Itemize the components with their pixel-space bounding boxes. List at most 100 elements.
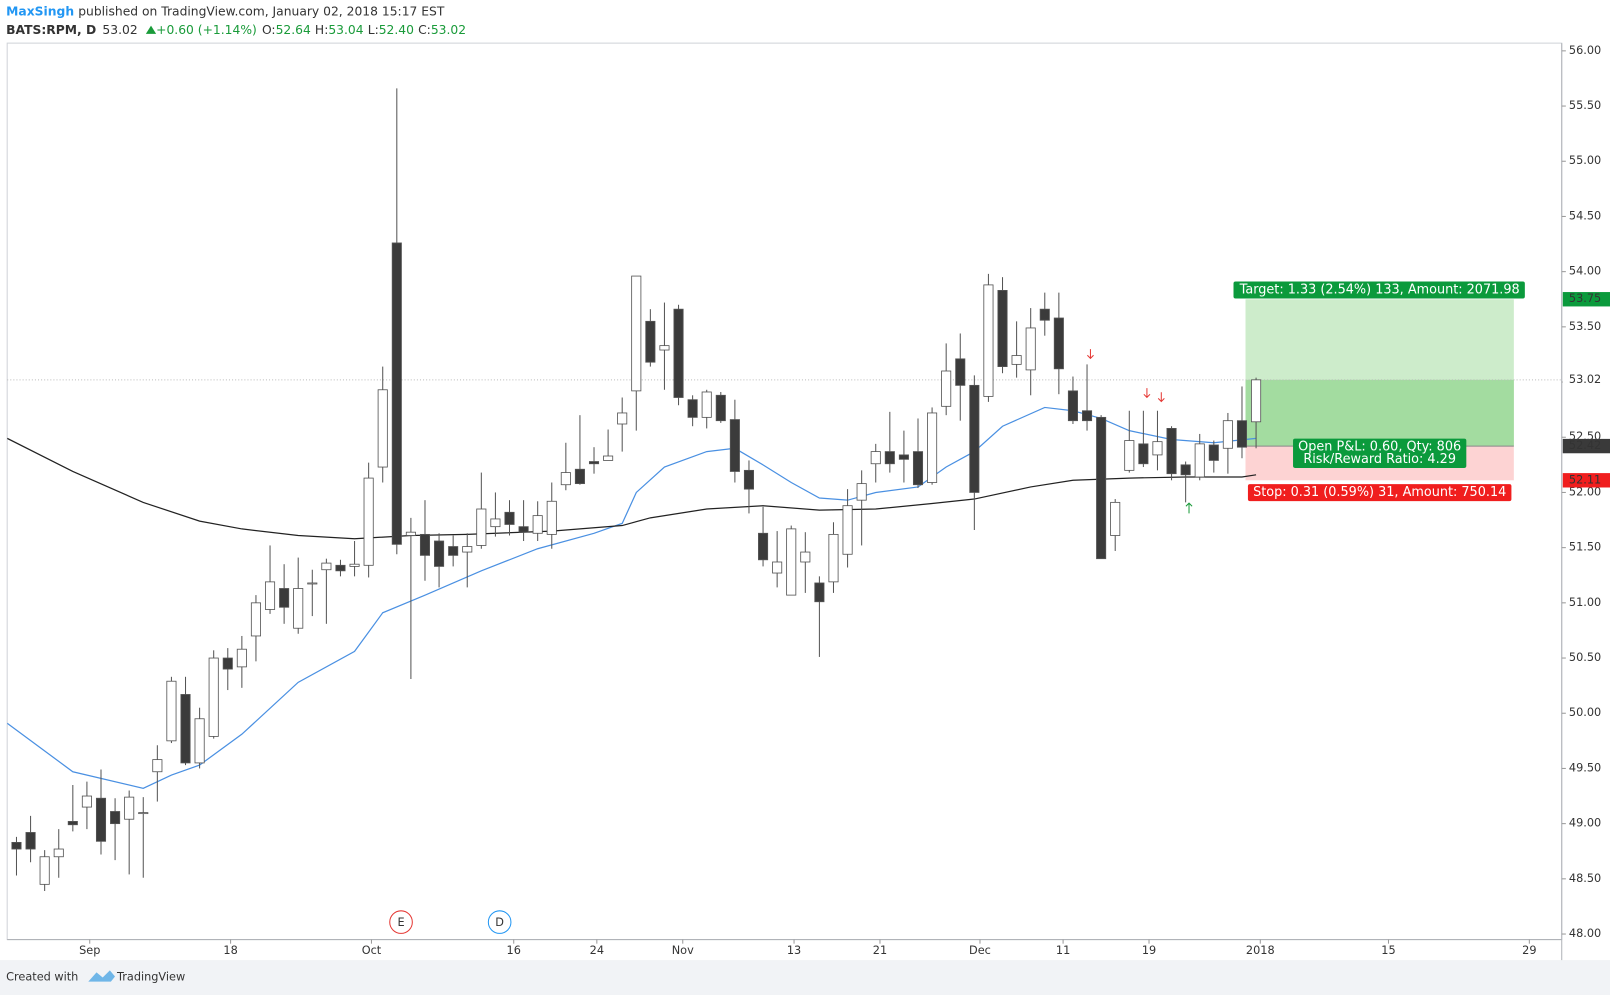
ohlc-value: 53.02 bbox=[431, 22, 466, 36]
candle-body bbox=[1096, 416, 1107, 560]
candle-body bbox=[1067, 390, 1078, 422]
ohlc-key: L: bbox=[368, 22, 379, 36]
candle-body bbox=[25, 832, 36, 850]
pnl-label: Open P&L: 0.60, Qty: 806 bbox=[1298, 440, 1461, 455]
tradingview-logo bbox=[88, 970, 115, 982]
candle-body bbox=[1222, 420, 1233, 449]
candle-body bbox=[152, 759, 163, 773]
candle-body bbox=[208, 657, 219, 737]
signal-arrows-down bbox=[1087, 349, 1165, 403]
ohlc-key: O: bbox=[262, 22, 276, 36]
candle-body bbox=[279, 588, 290, 608]
candle-body bbox=[1110, 501, 1121, 536]
candle-body bbox=[180, 694, 191, 764]
candle-body bbox=[969, 384, 980, 493]
author: MaxSingh bbox=[6, 4, 74, 18]
event-label: E bbox=[397, 916, 404, 929]
candle-body bbox=[265, 581, 276, 610]
y-tick-label: 49.50 bbox=[1569, 761, 1601, 774]
candle-body bbox=[110, 811, 121, 825]
stop-label-box bbox=[1247, 484, 1512, 502]
open-pnl-zone bbox=[1245, 379, 1514, 447]
candle-body bbox=[673, 308, 684, 398]
candle-body bbox=[814, 582, 825, 603]
ratio-label: Risk/Reward Ratio: 4.29 bbox=[1303, 452, 1456, 467]
x-tick-label: 2018 bbox=[1246, 944, 1275, 957]
candle-body bbox=[884, 451, 895, 465]
candle-body bbox=[81, 795, 92, 808]
y-tick-label: 48.00 bbox=[1569, 927, 1601, 940]
candle-body bbox=[1082, 410, 1093, 422]
candle-body bbox=[715, 394, 726, 422]
candle-body bbox=[95, 797, 107, 842]
candle-body bbox=[194, 718, 205, 764]
candle-body bbox=[321, 562, 332, 571]
candle-body bbox=[758, 532, 769, 561]
ohlc-key: H: bbox=[315, 22, 328, 36]
footer-brand: TradingView bbox=[116, 971, 185, 984]
candle-body bbox=[983, 284, 994, 397]
candle-body bbox=[67, 821, 78, 826]
candle-body bbox=[1011, 355, 1022, 365]
y-tick-label: 51.50 bbox=[1569, 541, 1601, 554]
price-tag-label: 53.75 bbox=[1569, 292, 1601, 305]
moving-average-line bbox=[7, 437, 1257, 540]
candle-body bbox=[405, 531, 416, 536]
y-tick-label: 49.00 bbox=[1569, 817, 1601, 830]
candle-body bbox=[166, 680, 177, 742]
x-tick-label: 24 bbox=[590, 944, 604, 957]
candle-body bbox=[617, 412, 628, 425]
candle-body bbox=[588, 461, 600, 465]
stop-label: Stop: 0.31 (0.59%) 31, Amount: 750.14 bbox=[1253, 485, 1506, 500]
ohlc-value: 52.64 bbox=[276, 22, 311, 36]
candle-body bbox=[1053, 317, 1064, 370]
x-tick-label: 19 bbox=[1142, 944, 1156, 957]
candle-body bbox=[391, 242, 402, 545]
candle-body bbox=[1152, 441, 1163, 456]
candle-body bbox=[955, 358, 966, 386]
x-tick-label: 16 bbox=[507, 944, 521, 957]
x-tick-label: Oct bbox=[362, 944, 382, 957]
y-tick-label: 50.50 bbox=[1569, 651, 1601, 664]
target-label: Target: 1.33 (2.54%) 133, Amount: 2071.9… bbox=[1239, 283, 1520, 298]
event-marker bbox=[389, 910, 413, 934]
ohlc-value: 52.40 bbox=[379, 22, 414, 36]
candle-body bbox=[1138, 443, 1149, 465]
candle-body bbox=[349, 563, 360, 567]
candle-body bbox=[335, 564, 346, 572]
candle-body bbox=[124, 796, 135, 820]
y-tick-label: 56.00 bbox=[1569, 44, 1601, 57]
candle-body bbox=[434, 540, 445, 567]
price-tag-label: 52.11 bbox=[1569, 473, 1601, 486]
footer-band bbox=[0, 960, 1610, 995]
footer-created: Created with bbox=[6, 971, 78, 984]
candle-body bbox=[448, 546, 459, 556]
target-label-box bbox=[1233, 281, 1525, 299]
price-tag bbox=[1562, 372, 1610, 388]
plot bbox=[7, 88, 1562, 891]
candle-body bbox=[462, 546, 473, 553]
x-tick-label: Dec bbox=[969, 944, 991, 957]
moving-average-line bbox=[7, 406, 1257, 789]
x-tick-label: 21 bbox=[873, 944, 887, 957]
signal-arrow-up bbox=[1185, 502, 1193, 514]
y-tick-label: 50.00 bbox=[1569, 706, 1601, 719]
header-line: MaxSingh published on TradingView.com, Ja… bbox=[6, 4, 445, 18]
candle-body bbox=[870, 451, 881, 465]
candle-body bbox=[1166, 428, 1177, 475]
x-tick-label: 15 bbox=[1381, 944, 1395, 957]
candle-body bbox=[1025, 327, 1036, 371]
candle-body bbox=[659, 345, 670, 351]
candle-body bbox=[842, 505, 853, 555]
candle-body bbox=[138, 812, 149, 815]
candle-body bbox=[912, 451, 924, 486]
candle-body bbox=[11, 841, 22, 850]
candle-body bbox=[1208, 444, 1219, 461]
candle-body bbox=[419, 533, 431, 556]
y-tick-label: 54.50 bbox=[1569, 209, 1601, 222]
candle-body bbox=[574, 468, 585, 485]
ohlc-key: C: bbox=[418, 22, 431, 36]
event-label: D bbox=[495, 916, 504, 929]
candle-body bbox=[236, 648, 247, 668]
